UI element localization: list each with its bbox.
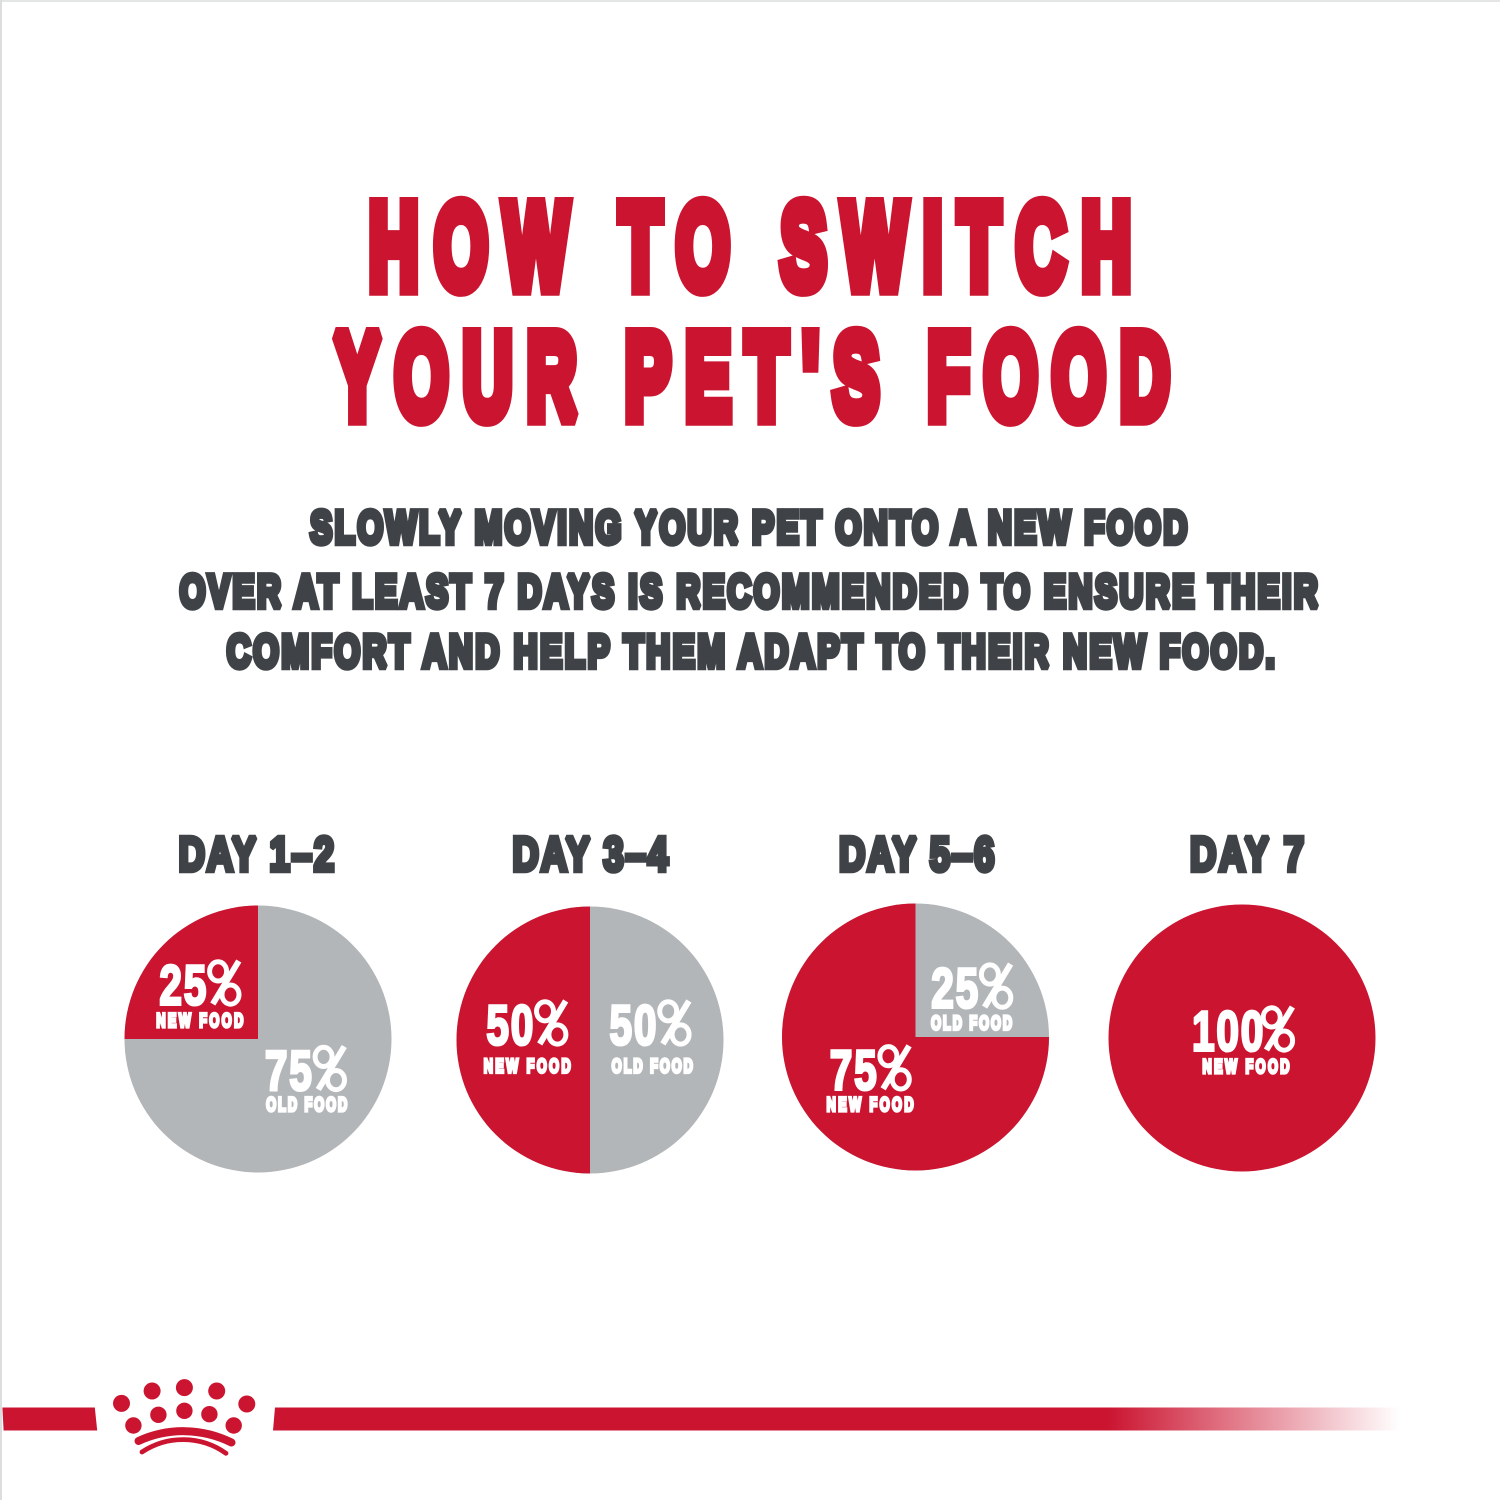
svg-text:OLD FOOD: OLD FOOD — [612, 1056, 693, 1078]
svg-text:NEW FOOD: NEW FOOD — [827, 1094, 914, 1116]
svg-text:75: 75 — [265, 1039, 314, 1102]
svg-text:NEW FOOD: NEW FOOD — [156, 1010, 243, 1032]
svg-text:DAY 7: DAY 7 — [1190, 829, 1304, 882]
svg-text:25: 25 — [931, 957, 980, 1020]
svg-text:OLD FOOD: OLD FOOD — [931, 1012, 1012, 1034]
svg-text:COMFORT AND HELP THEM ADAPT TO: COMFORT AND HELP THEM ADAPT TO THEIR NEW… — [227, 625, 1275, 677]
svg-text:HOW TO SWITCH: HOW TO SWITCH — [369, 178, 1131, 314]
svg-text:25: 25 — [159, 954, 208, 1017]
svg-text:NEW FOOD: NEW FOOD — [1203, 1056, 1290, 1078]
svg-text:NEW FOOD: NEW FOOD — [484, 1056, 571, 1078]
svg-text:50: 50 — [610, 993, 659, 1056]
svg-text:50: 50 — [486, 993, 535, 1056]
svg-text:75: 75 — [830, 1038, 879, 1101]
svg-text:SLOWLY MOVING YOUR PET ONTO A: SLOWLY MOVING YOUR PET ONTO A NEW FOOD — [310, 501, 1187, 553]
svg-text:OVER AT LEAST 7 DAYS IS RECOMM: OVER AT LEAST 7 DAYS IS RECOMMENDED TO E… — [180, 565, 1318, 617]
svg-text:100: 100 — [1192, 1000, 1265, 1063]
svg-text:OLD FOOD: OLD FOOD — [266, 1094, 347, 1116]
svg-text:YOUR PET'S FOOD: YOUR PET'S FOOD — [334, 308, 1169, 444]
